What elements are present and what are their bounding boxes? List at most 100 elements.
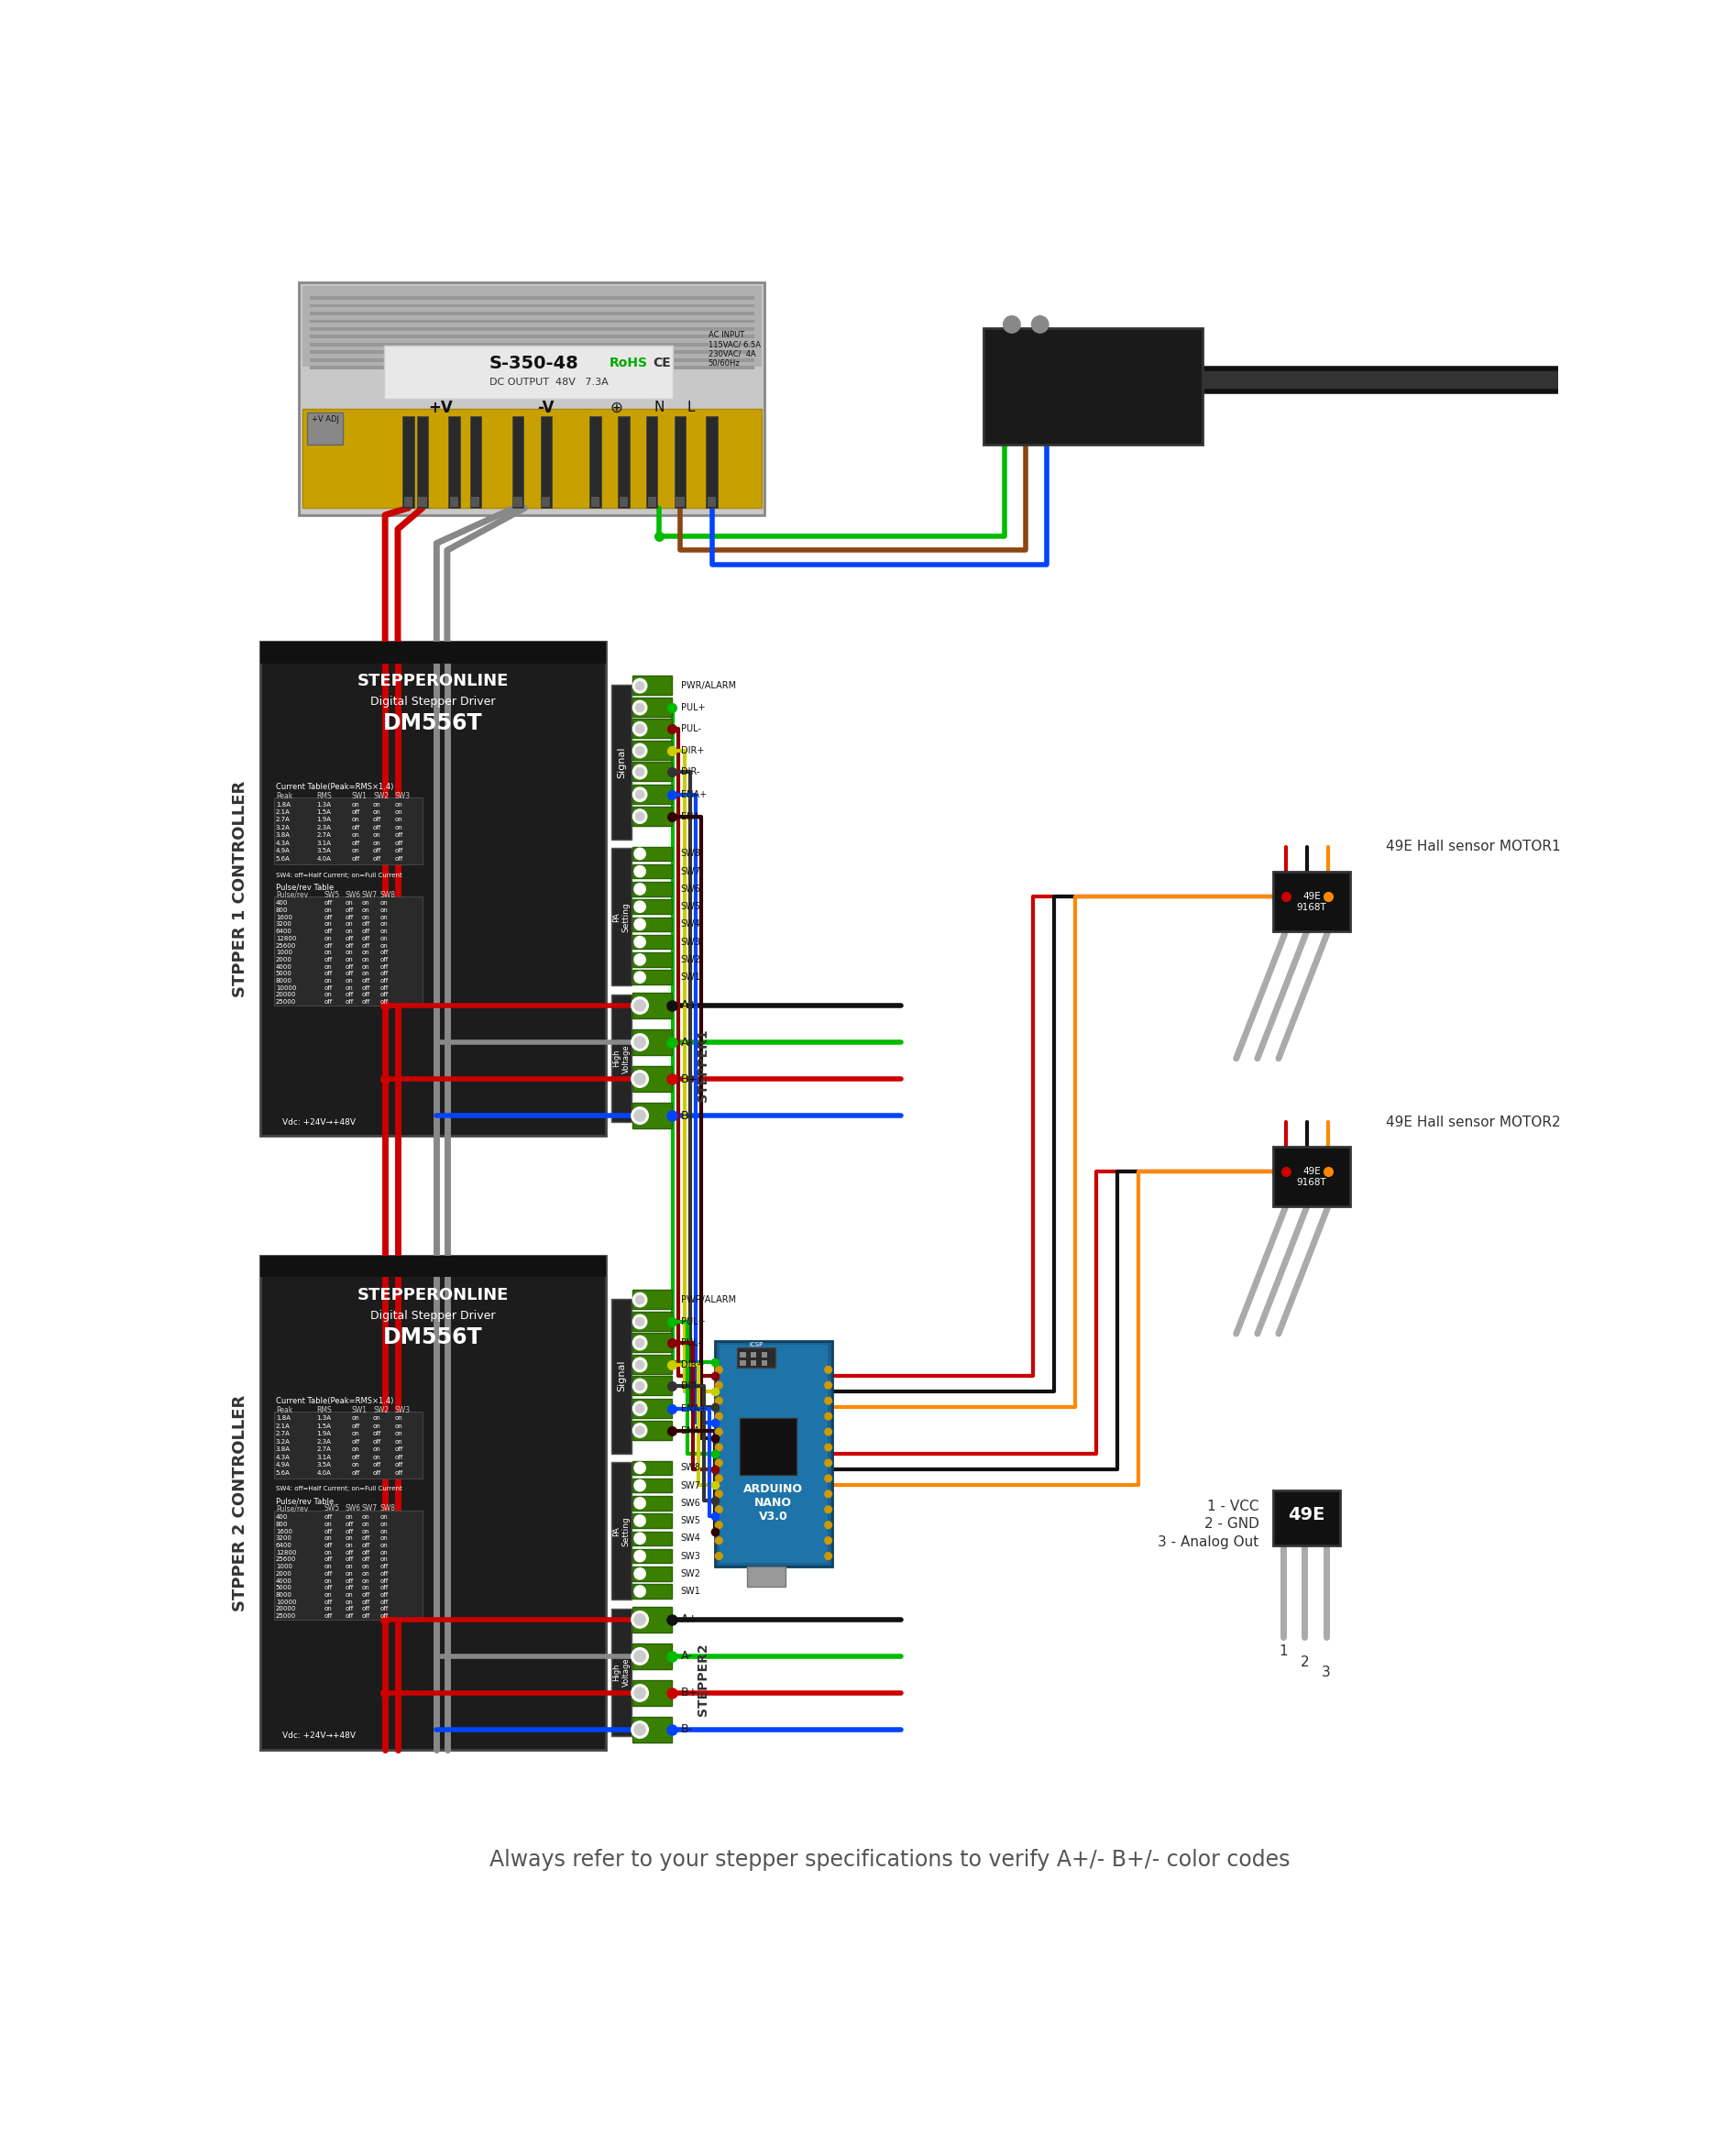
Text: SW1: SW1 [352,791,368,800]
Text: PUL+: PUL+ [681,704,705,712]
Circle shape [634,678,648,693]
Text: PUL-: PUL- [681,1337,701,1348]
Text: ENA+: ENA+ [681,789,707,800]
Bar [620,497,628,506]
Text: on: on [323,1591,332,1598]
Text: off: off [373,855,382,862]
Bar [634,1376,672,1395]
Text: 2 - GND: 2 - GND [1205,1517,1259,1531]
Bar [634,1681,672,1706]
Bar [309,320,753,322]
Circle shape [634,953,646,966]
Text: off: off [345,943,354,949]
Text: ARDUINO
NANO
V3.0: ARDUINO NANO V3.0 [743,1482,804,1523]
Text: STEPPERONLINE: STEPPERONLINE [358,672,509,689]
Text: on: on [373,1423,382,1429]
Text: ENA-: ENA- [681,813,703,821]
Text: off: off [323,943,332,949]
Text: Peak: Peak [276,1406,292,1414]
Text: 1.8A: 1.8A [276,802,290,806]
Bar [309,343,753,346]
Circle shape [634,787,648,802]
Text: off: off [394,840,403,847]
Text: off: off [323,1613,332,1619]
Text: off: off [380,958,389,962]
Text: 12800: 12800 [276,1551,297,1555]
Text: on: on [394,1431,403,1438]
Text: A-: A- [681,1651,693,1662]
Circle shape [634,1723,646,1736]
Text: 5.6A: 5.6A [276,1470,290,1476]
Circle shape [825,1382,832,1389]
Bar [1272,872,1351,932]
Text: off: off [373,849,382,853]
Circle shape [715,1521,722,1529]
Bar [740,1418,797,1474]
Text: on: on [361,1585,370,1591]
Bar [611,849,632,985]
Circle shape [634,1423,648,1438]
Bar [274,1510,422,1619]
Bar [675,416,686,508]
Text: 3.1A: 3.1A [316,840,332,847]
Bar [634,761,672,781]
Text: 49E Hall sensor MOTOR2: 49E Hall sensor MOTOR2 [1385,1116,1561,1128]
Text: on: on [361,971,370,977]
Text: 400: 400 [276,900,288,907]
Text: 1000: 1000 [276,949,292,956]
Text: on: on [380,1557,389,1561]
Bar [634,917,672,932]
Text: on: on [323,1521,332,1527]
Text: A+: A+ [681,1615,698,1625]
Bar [309,311,753,316]
Circle shape [634,1359,648,1372]
Bar [634,1478,672,1493]
Text: 2.1A: 2.1A [276,1423,290,1429]
Text: SW5: SW5 [681,1517,701,1525]
Circle shape [634,866,646,877]
Text: PUL+: PUL+ [681,1318,705,1327]
Text: off: off [352,855,361,862]
Text: Vdc: +24V→+48V: Vdc: +24V→+48V [283,1118,356,1126]
Text: ENA-: ENA- [681,1425,703,1436]
Text: 20000: 20000 [276,992,297,998]
Bar [634,1399,672,1418]
Text: 4.3A: 4.3A [276,840,290,847]
Circle shape [715,1506,722,1512]
Bar [514,497,523,506]
Text: 1600: 1600 [276,915,292,919]
Text: S-350-48: S-350-48 [490,354,580,371]
Text: 2: 2 [1300,1655,1309,1668]
Text: SW7: SW7 [361,1504,377,1512]
Bar [512,416,524,508]
Text: on: on [323,921,332,928]
Bar [634,806,672,825]
Circle shape [632,1721,648,1738]
Text: on: on [352,1416,359,1421]
Text: Current Table(Peak=RMS×1.4): Current Table(Peak=RMS×1.4) [276,1397,394,1406]
Text: SW5: SW5 [681,902,701,911]
Text: on: on [361,1578,370,1583]
Text: on: on [380,928,389,934]
Text: off: off [361,992,370,998]
Text: Peak: Peak [276,791,292,800]
Circle shape [634,1585,646,1598]
Bar [309,335,753,339]
Text: 1.9A: 1.9A [316,817,332,823]
Text: 400: 400 [276,1514,288,1521]
Bar [404,497,413,506]
Text: Digital Stepper Driver: Digital Stepper Driver [370,695,495,708]
Text: on: on [380,936,389,941]
Text: 5.6A: 5.6A [276,855,290,862]
Text: 1.3A: 1.3A [316,802,332,806]
Bar [1272,1491,1340,1546]
Text: on: on [345,979,352,983]
Bar [634,1030,672,1056]
Text: 3.8A: 3.8A [276,1446,290,1453]
Bar [260,642,606,1137]
Text: on: on [361,907,370,913]
Text: on: on [345,1542,352,1549]
Text: 3.2A: 3.2A [276,825,290,830]
Text: off: off [394,832,403,838]
Text: B+: B+ [681,1687,698,1700]
